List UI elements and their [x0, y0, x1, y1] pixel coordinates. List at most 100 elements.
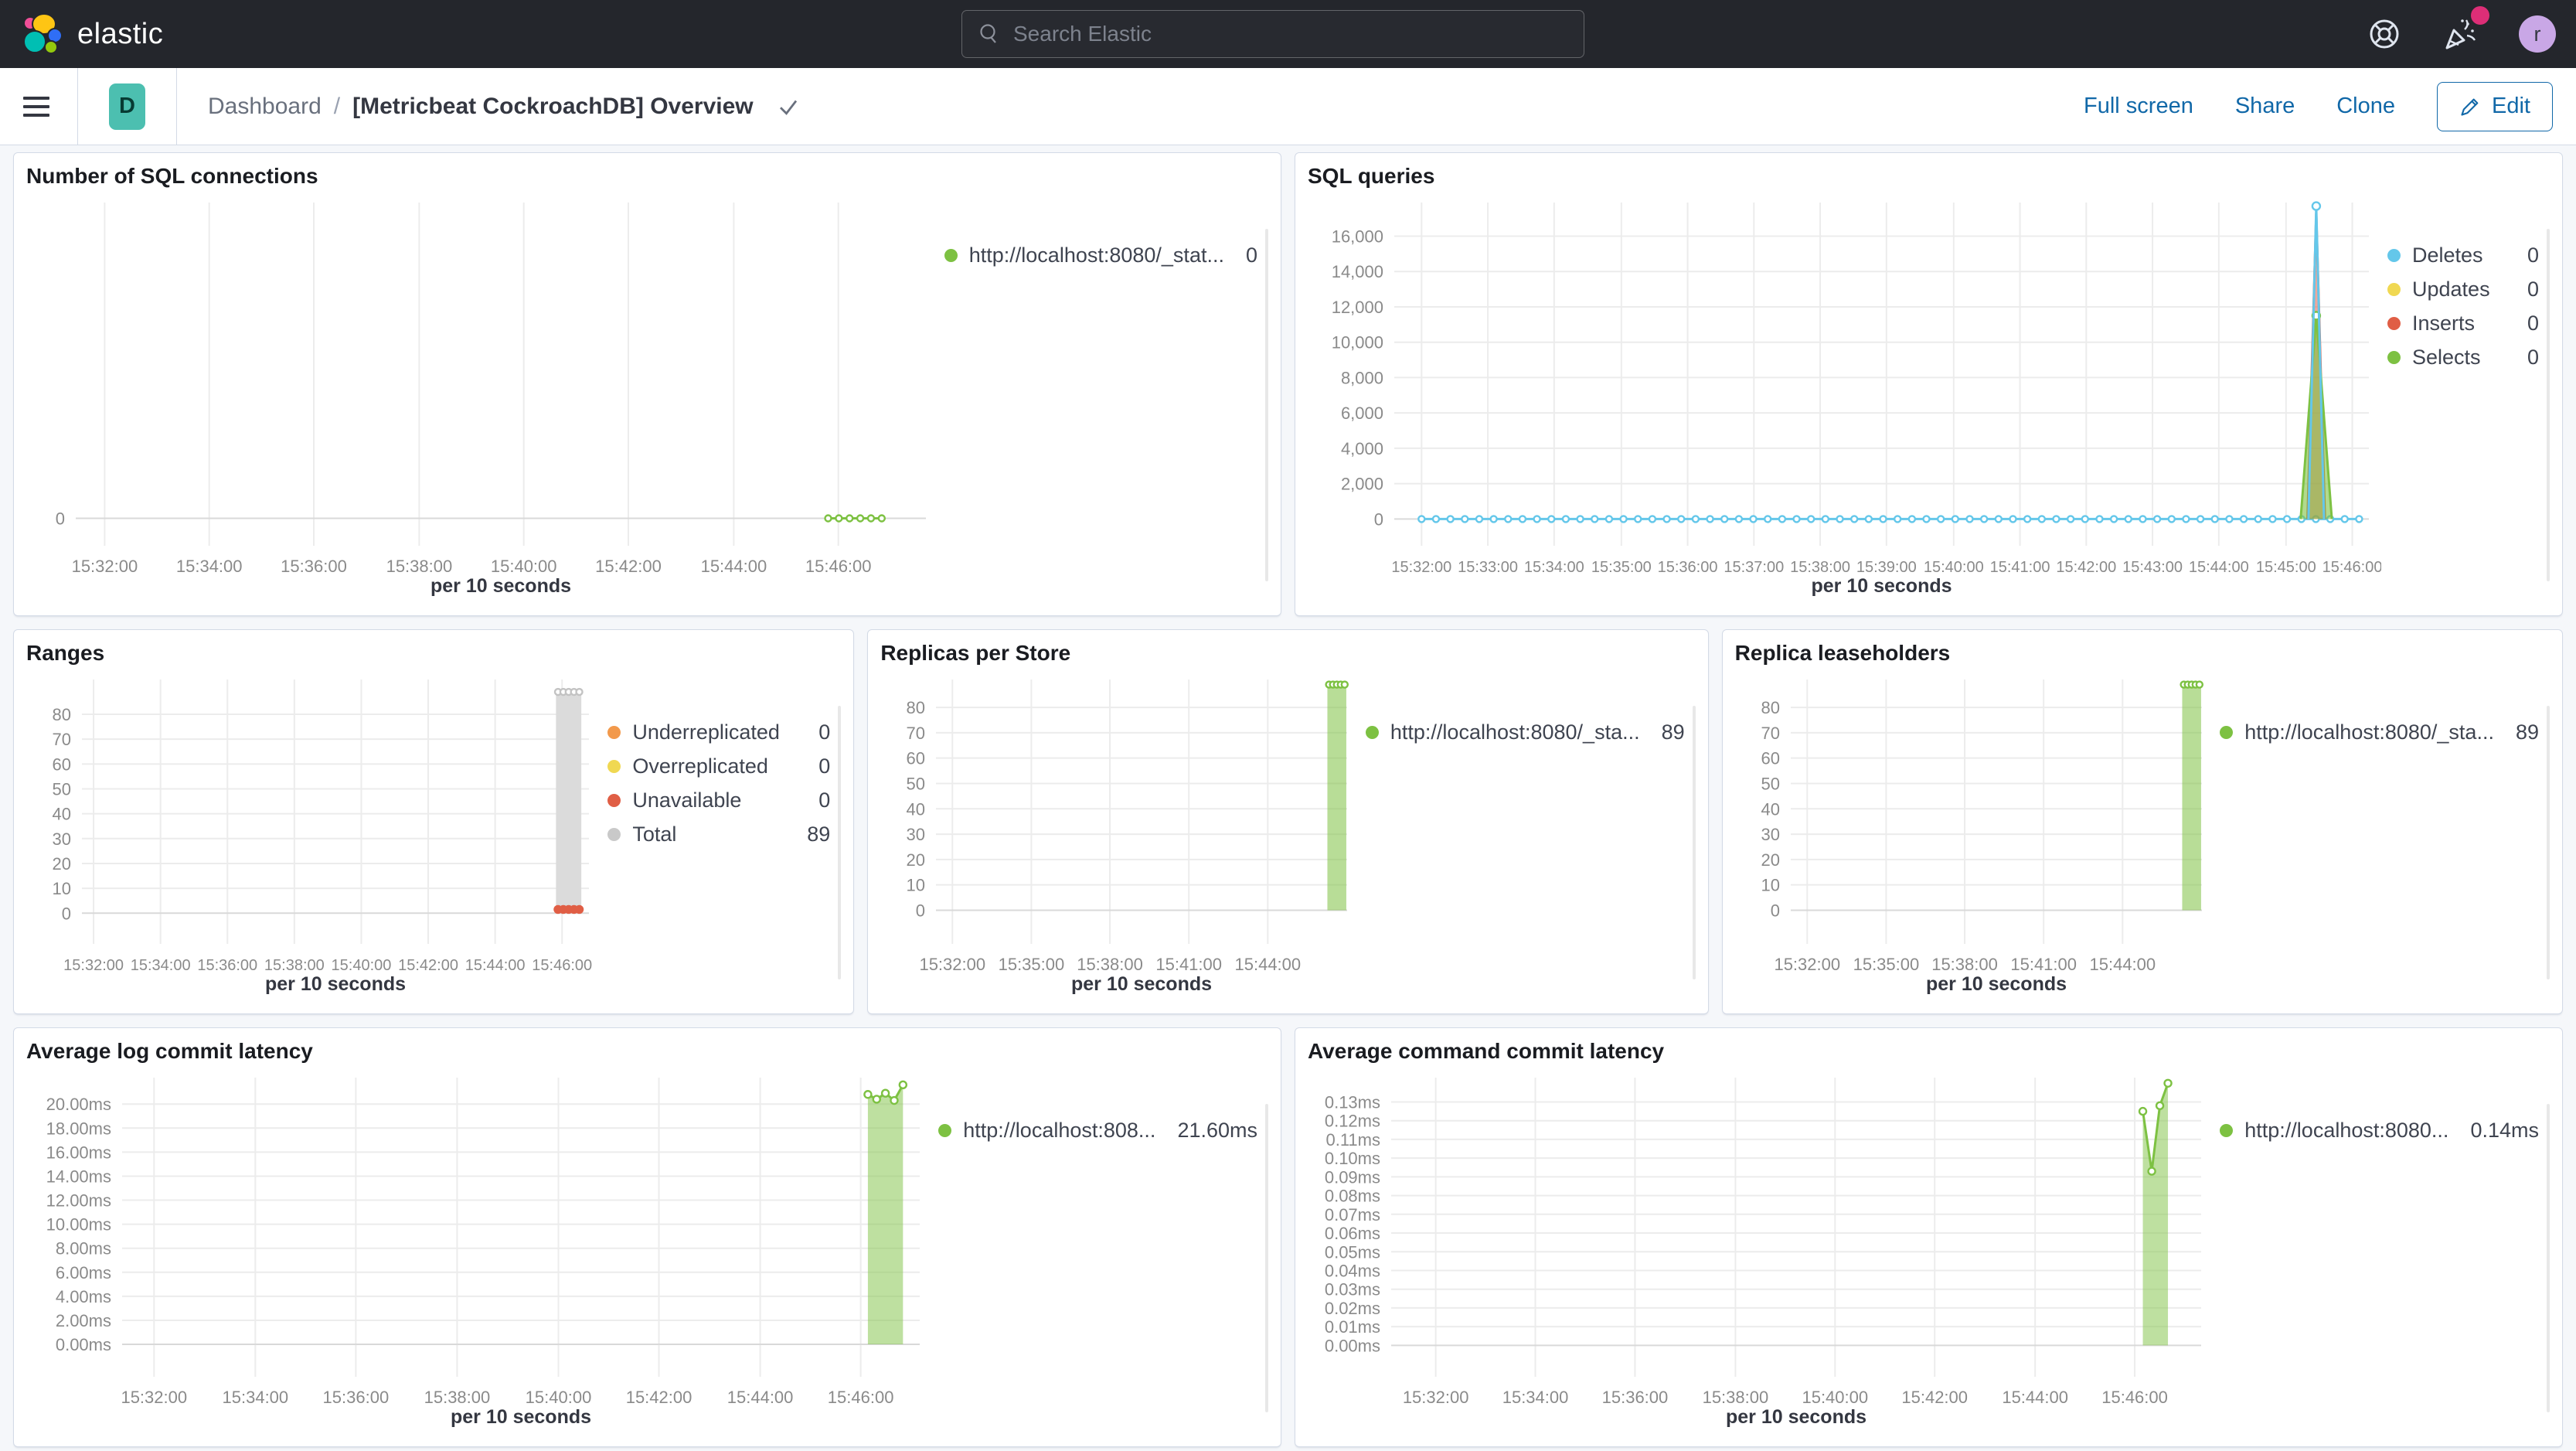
avg-log-commit-latency-chart[interactable]: 15:32:00 15:34:00 15:36:00 15:38:00 15:40:00…	[26, 1068, 932, 1432]
legend-item[interactable]: http://localhost:8080/_stat... 0	[944, 238, 1257, 272]
svg-text:0.03ms: 0.03ms	[1325, 1280, 1380, 1299]
svg-text:8,000: 8,000	[1341, 368, 1383, 387]
svg-text:0.11ms: 0.11ms	[1325, 1130, 1380, 1150]
panel-title[interactable]: Ranges	[26, 641, 105, 665]
share-button[interactable]: Share	[2234, 94, 2295, 118]
svg-text:0.13ms: 0.13ms	[1325, 1092, 1380, 1112]
legend-swatch	[2220, 1123, 2234, 1137]
avg-command-commit-latency-chart[interactable]: 15:32:00 15:34:00 15:36:00 15:38:00 15:40:00…	[1308, 1068, 2214, 1432]
svg-text:14,000: 14,000	[1332, 262, 1383, 281]
svg-text:6,000: 6,000	[1341, 404, 1383, 423]
search-icon	[980, 24, 996, 43]
svg-text:15:35:00: 15:35:00	[1853, 955, 1919, 974]
svg-text:15:36:00: 15:36:00	[197, 957, 257, 974]
legend-item[interactable]: Updates 0	[2387, 272, 2539, 306]
replicas-per-store-chart[interactable]: 15:32:00 15:35:00 15:38:00 15:41:00 15:44:00…	[880, 670, 1359, 1000]
legend-value: 0	[818, 720, 831, 744]
legend-label: Underreplicated	[632, 720, 780, 744]
legend-item[interactable]: Total 89	[607, 817, 830, 851]
svg-text:per 10 seconds: per 10 seconds	[1811, 575, 1952, 597]
panel-title[interactable]: Replicas per Store	[880, 641, 1071, 665]
svg-text:15:42:00: 15:42:00	[626, 1388, 692, 1407]
svg-text:0.10ms: 0.10ms	[1325, 1149, 1380, 1168]
svg-text:10: 10	[1761, 876, 1779, 895]
legend-swatch	[2220, 725, 2234, 739]
panel-title[interactable]: Number of SQL connections	[26, 164, 318, 188]
breadcrumb-separator: /	[333, 93, 341, 119]
legend-item[interactable]: Underreplicated 0	[607, 715, 830, 749]
svg-text:15:42:00: 15:42:00	[2056, 559, 2116, 576]
svg-text:per 10 seconds: per 10 seconds	[430, 575, 571, 597]
legend-label: Deletes	[2412, 243, 2483, 267]
svg-text:15:32:00: 15:32:00	[1391, 559, 1451, 576]
svg-text:per 10 seconds: per 10 seconds	[1926, 973, 2067, 995]
svg-text:15:46:00: 15:46:00	[828, 1388, 894, 1407]
panel-title[interactable]: Average command commit latency	[1308, 1039, 1665, 1063]
svg-text:18.00ms: 18.00ms	[46, 1119, 111, 1138]
legend-item[interactable]: http://localhost:8080/_sta... 89	[2220, 715, 2539, 749]
panel-title[interactable]: Average log commit latency	[26, 1039, 313, 1063]
legend-label: http://localhost:8080...	[2244, 1118, 2449, 1142]
news-button[interactable]	[2442, 6, 2489, 53]
legend-item[interactable]: Selects 0	[2387, 340, 2539, 374]
divider	[176, 68, 177, 145]
ranges-chart[interactable]: 15:32:00 15:34:00 15:36:00 15:38:00 15:40:00…	[26, 670, 601, 1000]
svg-text:20.00ms: 20.00ms	[46, 1095, 111, 1114]
legend-item[interactable]: Unavailable 0	[607, 783, 830, 817]
sql-queries-chart[interactable]: 15:32:00 15:33:00 15:34:00 15:35:00 15:36:00…	[1308, 193, 2382, 601]
legend-item[interactable]: http://localhost:808... 21.60ms	[938, 1113, 1257, 1147]
svg-text:15:38:00: 15:38:00	[1790, 559, 1850, 576]
panel-title[interactable]: Replica leaseholders	[1734, 641, 1951, 665]
edit-button[interactable]: Edit	[2437, 81, 2553, 131]
panel-title[interactable]: SQL queries	[1308, 164, 1435, 188]
svg-text:15:45:00: 15:45:00	[2256, 559, 2316, 576]
svg-text:15:40:00: 15:40:00	[1802, 1388, 1868, 1407]
svg-text:80: 80	[1761, 698, 1779, 717]
svg-text:0.06ms: 0.06ms	[1325, 1224, 1380, 1243]
legend-item[interactable]: http://localhost:8080/_sta... 89	[1365, 715, 1685, 749]
global-search[interactable]	[961, 10, 1584, 58]
legend-item[interactable]: Deletes 0	[2387, 238, 2539, 272]
sql-connections-chart[interactable]: 15:32:00 15:34:00 15:36:00 15:38:00 15:40:00…	[26, 193, 938, 601]
legend-swatch	[944, 248, 958, 262]
legend-item[interactable]: Inserts 0	[2387, 306, 2539, 340]
svg-text:15:32:00: 15:32:00	[121, 1388, 187, 1407]
menu-button[interactable]	[23, 96, 49, 117]
svg-text:4,000: 4,000	[1341, 439, 1383, 458]
svg-text:14.00ms: 14.00ms	[46, 1167, 111, 1186]
svg-text:15:32:00: 15:32:00	[1774, 955, 1840, 974]
svg-text:70: 70	[53, 730, 71, 749]
svg-text:15:44:00: 15:44:00	[2002, 1388, 2068, 1407]
replica-leaseholders-chart[interactable]: 15:32:00 15:35:00 15:38:00 15:41:00 15:44:00…	[1735, 670, 2214, 1000]
sql-queries-legend: Deletes 0 Updates 0 Inserts 0 Selects 0	[2381, 193, 2550, 601]
svg-text:15:38:00: 15:38:00	[386, 557, 453, 576]
full-screen-button[interactable]: Full screen	[2084, 94, 2193, 118]
legend-label: http://localhost:8080/_sta...	[2244, 720, 2494, 744]
avg-log-commit-latency-legend: http://localhost:808... 21.60ms	[932, 1068, 1268, 1432]
svg-text:15:34:00: 15:34:00	[223, 1388, 289, 1407]
svg-text:15:37:00: 15:37:00	[1724, 559, 1784, 576]
help-button[interactable]	[2367, 17, 2401, 51]
legend-value: 89	[1661, 720, 1685, 744]
svg-text:60: 60	[1761, 749, 1779, 768]
svg-text:20: 20	[907, 850, 925, 870]
svg-text:15:44:00: 15:44:00	[1235, 955, 1302, 974]
svg-text:15:42:00: 15:42:00	[398, 957, 458, 974]
legend-item[interactable]: http://localhost:8080... 0.14ms	[2220, 1113, 2539, 1147]
clone-button[interactable]: Clone	[2336, 94, 2396, 118]
svg-text:15:40:00: 15:40:00	[491, 557, 557, 576]
svg-text:15:40:00: 15:40:00	[526, 1388, 592, 1407]
svg-text:20: 20	[1761, 850, 1779, 870]
space-badge[interactable]: D	[109, 83, 145, 130]
navbar: D Dashboard / [Metricbeat CockroachDB] O…	[0, 68, 2576, 145]
dashboard-grid: Number of SQL connections 15:32:00 15:34:…	[0, 145, 2576, 1451]
panel-average-log-commit-latency: Average log commit latency 15:32:00 15:34…	[13, 1027, 1281, 1447]
user-avatar[interactable]: r	[2519, 15, 2556, 53]
breadcrumb-dashboard-link[interactable]: Dashboard	[208, 93, 322, 119]
legend-item[interactable]: Overreplicated 0	[607, 749, 830, 783]
svg-text:15:38:00: 15:38:00	[264, 957, 325, 974]
elastic-logo[interactable]: elastic	[20, 12, 163, 56]
svg-text:0.01ms: 0.01ms	[1325, 1317, 1380, 1337]
search-input[interactable]	[1013, 22, 1568, 46]
legend-value: 89	[807, 822, 831, 846]
